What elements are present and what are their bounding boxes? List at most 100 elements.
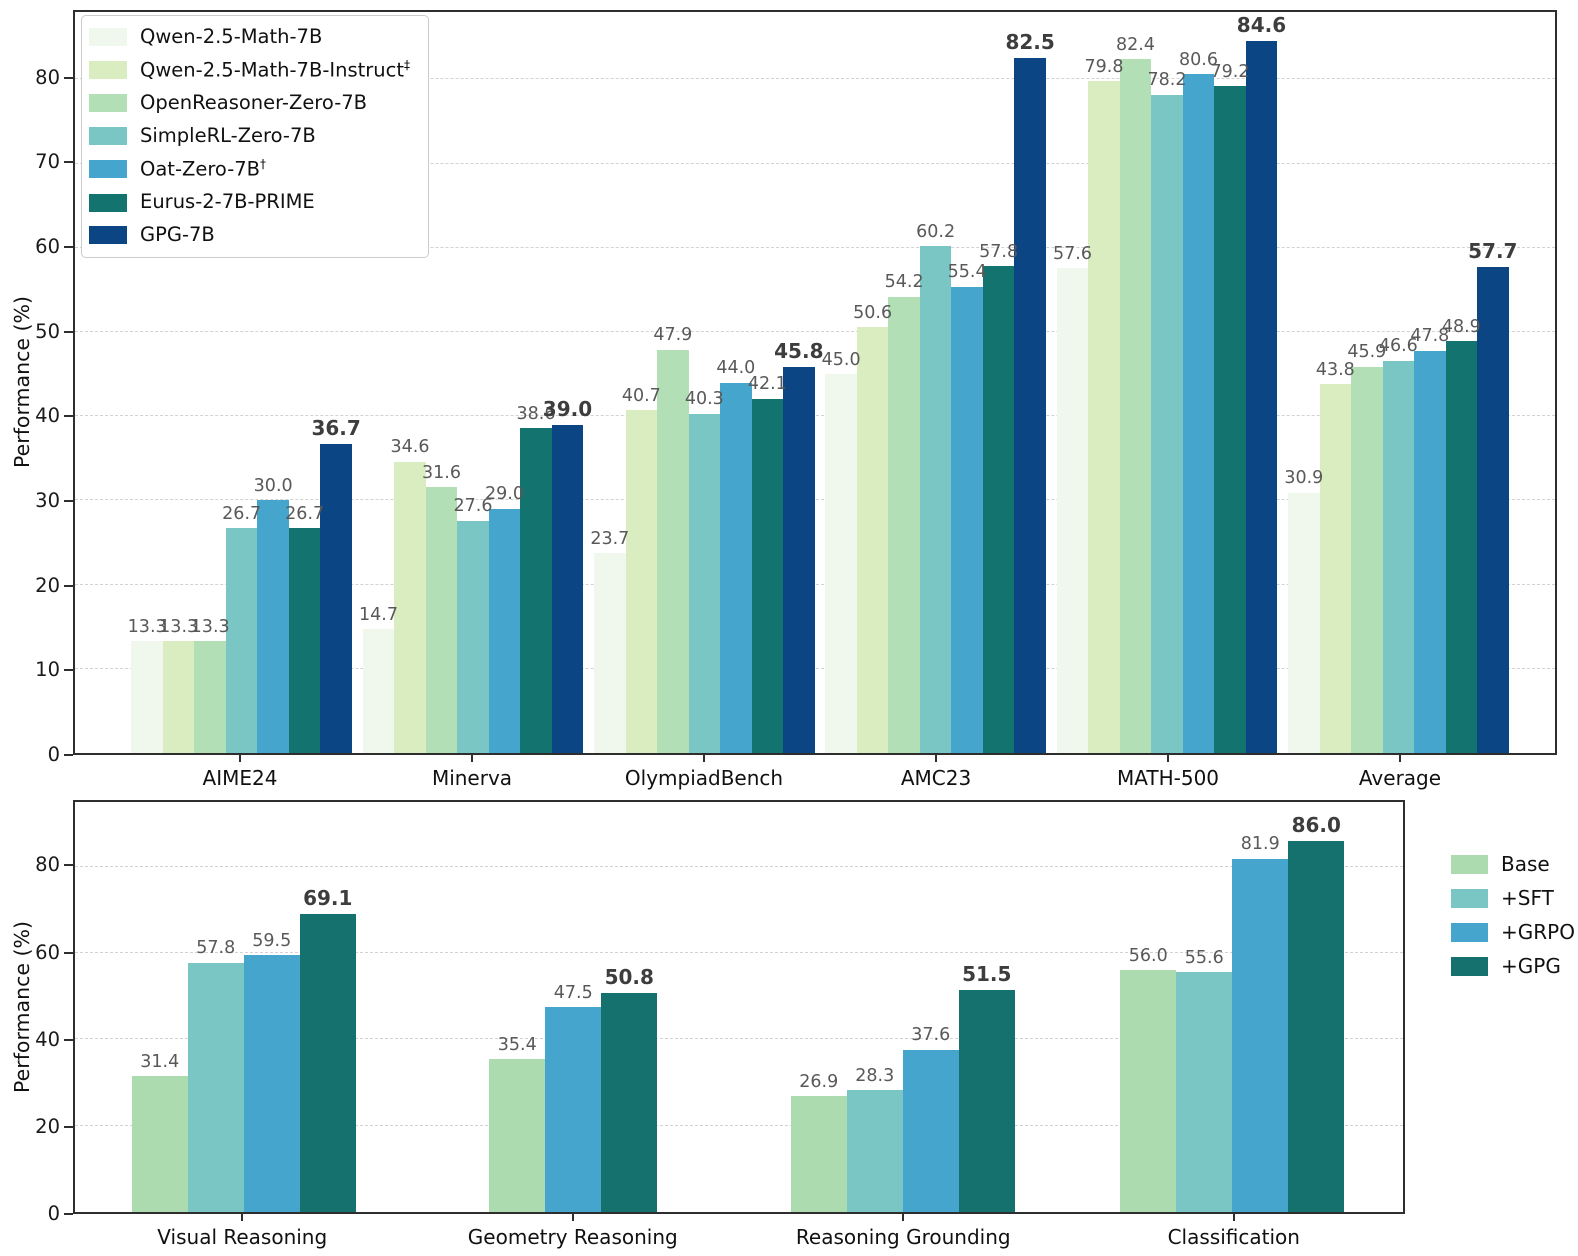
legend-swatch xyxy=(1451,923,1488,942)
bar-value-label: 43.8 xyxy=(1315,359,1355,380)
y-tick-label: 20 xyxy=(35,1114,60,1138)
legend: Qwen-2.5-Math-7B Qwen-2.5-Math-7B-Instruc… xyxy=(81,15,430,258)
y-tick-label: 0 xyxy=(47,1202,60,1225)
bar xyxy=(1088,81,1120,753)
bar-group: 30.9 43.8 45.9 46.6 47.8 48.9 57.7 xyxy=(1283,12,1517,753)
bar-value-label: 30.0 xyxy=(253,476,293,497)
bar-slot: 79.2 xyxy=(1210,12,1249,753)
bar-slot: 57.7 xyxy=(1468,12,1517,753)
bar xyxy=(1288,840,1345,1212)
legend-item: Base xyxy=(1451,852,1575,877)
bar-slot: 45.9 xyxy=(1347,12,1386,753)
bar-value-label: 38.6 xyxy=(516,403,556,424)
y-tick-mark xyxy=(64,1125,73,1128)
bar xyxy=(790,1095,847,1212)
bar-slot: 84.6 xyxy=(1237,12,1286,753)
bar xyxy=(1288,492,1320,753)
bar xyxy=(288,528,321,753)
legend-item: Qwen-2.5-Math-7B xyxy=(89,25,410,49)
legend-swatch xyxy=(89,94,127,113)
bar xyxy=(1151,94,1183,753)
bar-value-label: 50.8 xyxy=(604,964,654,989)
bar xyxy=(162,641,195,753)
bar-value-label: 57.7 xyxy=(1468,239,1518,264)
gridline xyxy=(75,1038,1403,1040)
legend-label: OpenReasoner-Zero-7B xyxy=(140,91,368,115)
x-category-label: Minerva xyxy=(431,766,513,790)
bar-value-label: 57.8 xyxy=(196,938,236,959)
bar-value-label: 47.9 xyxy=(653,325,693,346)
legend-swatch xyxy=(89,160,127,179)
legend-swatch xyxy=(89,193,127,212)
bar-value-label: 13.3 xyxy=(190,616,230,637)
bar-group: 14.7 34.6 31.6 27.6 29.0 38.6 39.0 xyxy=(357,12,592,753)
bar-value-label: 40.3 xyxy=(684,389,724,410)
legend-swatch xyxy=(1451,889,1488,908)
bar-value-label: 14.7 xyxy=(359,604,398,625)
bar-slot: 51.5 xyxy=(958,802,1015,1212)
legend-label: Qwen-2.5-Math-7B-Instruct‡ xyxy=(140,57,411,82)
bar-slot: 47.8 xyxy=(1410,12,1449,753)
bar-slot: 37.6 xyxy=(902,802,959,1212)
x-tick-mark xyxy=(902,1214,905,1221)
bar-group: 26.9 28.3 37.6 51.5 xyxy=(738,802,1068,1212)
y-axis-label: Performance (%) xyxy=(10,921,34,1093)
bar-value-label: 48.9 xyxy=(1441,316,1481,337)
bar xyxy=(1445,341,1478,753)
gridline xyxy=(75,78,1555,80)
bar-value-label: 55.6 xyxy=(1184,947,1224,968)
x-tick-mark xyxy=(703,755,705,762)
legend-swatch xyxy=(1451,855,1488,874)
bar-value-label: 79.2 xyxy=(1210,61,1250,82)
x-category: AMC23 xyxy=(820,755,1052,790)
bar-slot: 69.1 xyxy=(299,802,356,1212)
bar-value-label: 78.2 xyxy=(1147,70,1187,91)
bar-value-label: 57.8 xyxy=(979,241,1019,262)
bar xyxy=(1056,267,1089,753)
bar-value-label: 26.9 xyxy=(799,1071,839,1092)
bar xyxy=(1176,972,1233,1212)
bar-slot: 55.6 xyxy=(1176,802,1233,1212)
y-tick-label: 80 xyxy=(35,65,60,89)
bar-value-label: 45.9 xyxy=(1347,342,1387,363)
bar-slot: 35.4 xyxy=(489,802,546,1212)
bar xyxy=(131,641,163,753)
bar xyxy=(783,367,815,753)
bar xyxy=(856,326,889,753)
bar-value-label: 29.0 xyxy=(485,484,524,505)
bar xyxy=(243,955,300,1212)
bar-slot: 45.8 xyxy=(774,12,823,753)
bar xyxy=(1232,858,1289,1212)
bar-slot: 14.7 xyxy=(359,12,398,753)
bar-slot: 27.6 xyxy=(454,12,492,753)
bar xyxy=(545,1007,602,1212)
legend-label: +GRPO xyxy=(1501,920,1575,944)
x-category: Geometry Reasoning xyxy=(408,1214,739,1249)
bar xyxy=(425,486,458,753)
bar-slot: 50.8 xyxy=(601,802,658,1212)
y-tick-label: 80 xyxy=(35,853,60,877)
bar-group: 13.3 13.3 13.3 26.7 30.0 26.7 36.7 xyxy=(126,12,361,753)
bar-group: 35.4 47.5 50.8 xyxy=(409,802,739,1212)
legend-swatch xyxy=(89,28,127,47)
bar-slot: 50.6 xyxy=(853,12,892,753)
plot-area: 31.4 57.8 59.5 69.1 35.4 47.5 50.8 26.9 28.3 37.6… xyxy=(73,800,1405,1214)
bar xyxy=(131,1076,188,1212)
bar-value-label: 54.2 xyxy=(884,272,924,293)
x-category-label: OlympiadBench xyxy=(624,766,784,790)
gridline xyxy=(75,246,1555,248)
bar-value-label: 34.6 xyxy=(390,437,430,458)
y-tick-label: 20 xyxy=(35,573,60,597)
x-category-label: AIME24 xyxy=(202,766,278,790)
bar-slot: 59.5 xyxy=(243,802,300,1212)
bar xyxy=(1414,350,1446,753)
bar-slot: 54.2 xyxy=(885,12,924,753)
bar-slot: 46.6 xyxy=(1379,12,1418,753)
bar-value-label: 60.2 xyxy=(916,221,956,242)
legend-label: Eurus-2-7B-PRIME xyxy=(140,190,315,214)
y-tick-mark xyxy=(64,669,73,672)
x-category: Visual Reasoning xyxy=(77,1214,408,1249)
gridline xyxy=(75,583,1555,585)
y-tick-mark xyxy=(64,864,73,867)
bar-slot: 38.6 xyxy=(517,12,555,753)
